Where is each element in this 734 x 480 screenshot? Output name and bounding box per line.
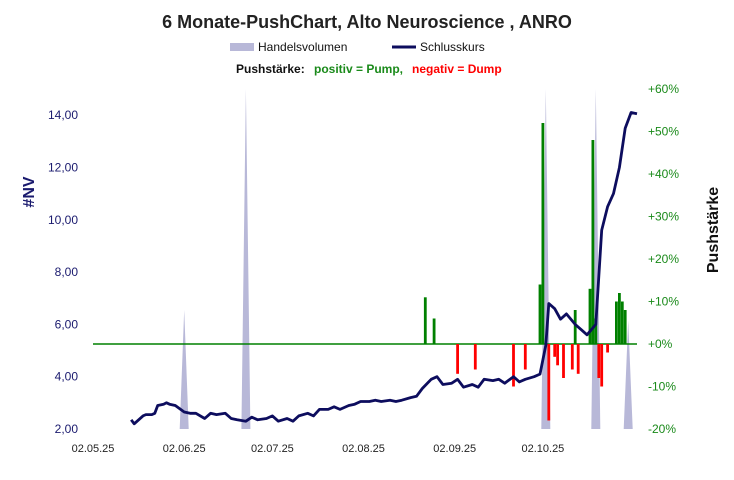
y2-tick-label-1: -10%	[648, 380, 676, 394]
close-line	[130, 111, 638, 426]
legend-push-prefix: Pushstärke:	[236, 62, 305, 76]
y-tick-label-0: 2,00	[55, 422, 79, 436]
push-bar-9	[553, 344, 557, 357]
chart-title: 6 Monate-PushChart, Alto Neuroscience , …	[162, 12, 572, 32]
right-axis: -20% -10% +0% +10% +20% +30% +40% +50% +60%	[648, 82, 679, 436]
push-bar-2	[456, 344, 459, 374]
x-tick-label-1: 02.06.25	[163, 443, 206, 455]
y-tick-label-1: 4,00	[55, 370, 79, 384]
y-tick-label-2: 6,00	[55, 317, 79, 331]
legend-volume-label: Handelsvolumen	[258, 40, 347, 54]
push-bar-10	[556, 344, 559, 366]
y-tick-label-6: 14,00	[48, 108, 78, 122]
y2-tick-label-5: +30%	[648, 210, 679, 224]
plot-area	[93, 89, 638, 429]
push-bar-14	[576, 344, 580, 374]
x-tick-label-3: 02.08.25	[342, 443, 385, 455]
legend-push-positive: positiv = Pump,	[314, 62, 403, 76]
x-tick-label-0: 02.05.25	[72, 443, 115, 455]
y2-tick-label-8: +60%	[648, 82, 679, 96]
y-tick-label-4: 10,00	[48, 213, 78, 227]
push-bar-18	[597, 344, 601, 378]
y2-tick-label-4: +20%	[648, 252, 679, 266]
x-tick-label-4: 02.09.25	[433, 443, 476, 455]
x-axis: 02.05.25 02.06.25 02.07.25 02.08.25 02.09.25…	[72, 443, 565, 455]
push-bar-17	[594, 318, 598, 344]
push-bar-21	[615, 301, 618, 344]
push-bar-4	[512, 344, 515, 387]
legend: Handelsvolumen Schlusskurs Pushstärke: p…	[230, 40, 502, 76]
push-bar-19	[600, 344, 604, 387]
y2-tick-label-2: +0%	[648, 337, 673, 351]
push-bar-24	[623, 310, 627, 344]
push-bar-3	[473, 344, 477, 370]
legend-push-negative: negativ = Dump	[412, 62, 502, 76]
push-bar-6	[538, 284, 542, 344]
legend-close-label: Schlusskurs	[420, 40, 485, 54]
y2-tick-label-6: +40%	[648, 167, 679, 181]
push-bar-23	[620, 301, 624, 344]
push-bar-8	[547, 344, 551, 421]
push-bar-15	[588, 288, 592, 345]
push-bar-20	[606, 344, 609, 353]
push-bar-16	[591, 140, 595, 344]
y2-tick-label-3: +10%	[648, 295, 679, 309]
push-bar-7	[541, 123, 545, 344]
x-tick-label-2: 02.07.25	[251, 443, 294, 455]
y2-tick-label-0: -20%	[648, 422, 676, 436]
y2-tick-label-7: +50%	[648, 125, 679, 139]
volume-area	[131, 89, 637, 429]
y-tick-label-5: 12,00	[48, 161, 78, 175]
push-bar-22	[618, 293, 621, 344]
x-tick-label-5: 02.10.25	[521, 443, 564, 455]
push-bar-0	[423, 297, 427, 345]
push-bar-1	[432, 318, 436, 344]
push-bar-13	[573, 310, 577, 344]
y-tick-label-3: 8,00	[55, 265, 79, 279]
push-bar-11	[562, 344, 565, 378]
push-bar-12	[570, 344, 574, 370]
legend-volume-swatch	[230, 43, 254, 51]
y-axis-label: #NV	[21, 176, 38, 207]
left-axis: 2,00 4,00 6,00 8,00 10,00 12,00 14,00	[48, 108, 78, 436]
y2-axis-label: Pushstärke	[705, 187, 722, 273]
push-bar-5	[523, 344, 527, 370]
